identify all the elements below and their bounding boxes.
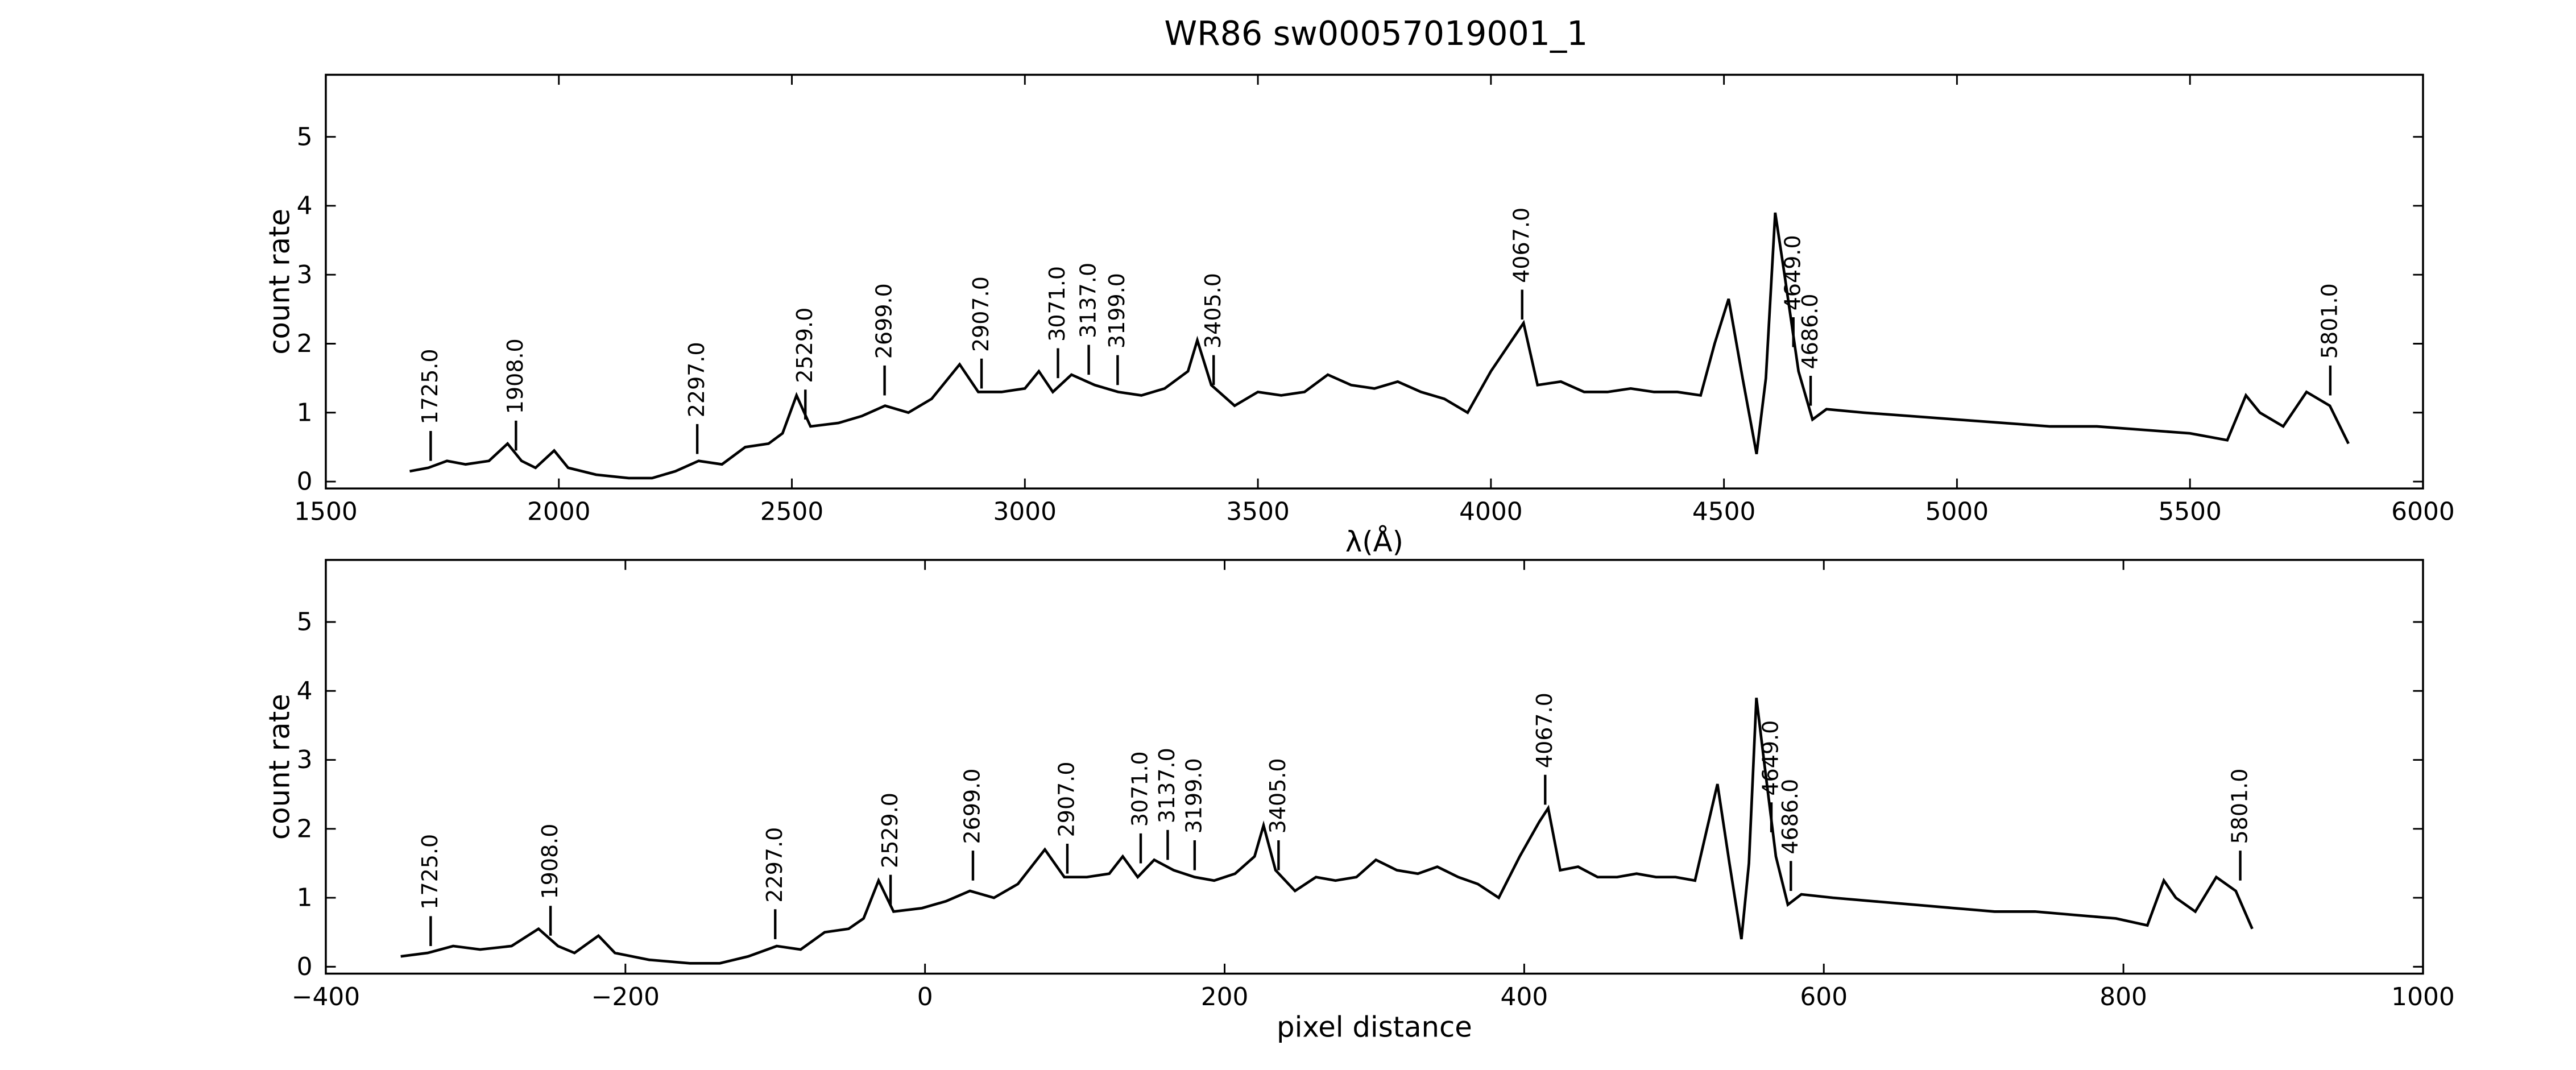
x-tick-label: 5500 xyxy=(2158,497,2222,526)
y-tick-label: 0 xyxy=(297,952,313,981)
x-tick-label: −400 xyxy=(292,982,360,1011)
y-tick-label: 1 xyxy=(297,884,313,913)
annotation-label: 4686.0 xyxy=(1798,293,1823,369)
axes-background xyxy=(325,74,2423,489)
x-tick-label: 3500 xyxy=(1226,497,1290,526)
x-tick-label: 6000 xyxy=(2391,497,2455,526)
annotation-label: 2529.0 xyxy=(877,793,902,868)
x-tick-label: 3000 xyxy=(993,497,1057,526)
x-tick-label: 600 xyxy=(1800,982,1848,1011)
x-tick-label: 2000 xyxy=(527,497,591,526)
y-tick-label: 4 xyxy=(297,192,313,221)
annotation-label: 1725.0 xyxy=(417,834,442,910)
x-tick-label: 200 xyxy=(1201,982,1249,1011)
annotation-label: 2297.0 xyxy=(762,827,787,903)
y-axis-label: count rate xyxy=(263,694,296,840)
annotation-label: 3137.0 xyxy=(1075,263,1100,338)
annotation-label: 3405.0 xyxy=(1265,758,1290,833)
axes-frame xyxy=(325,73,2424,490)
x-axis-label: pixel distance xyxy=(1277,1011,1472,1044)
spectrum-line xyxy=(409,212,2350,480)
y-tick-label: 2 xyxy=(297,814,313,843)
x-tick-label: 1500 xyxy=(294,497,358,526)
annotation-label: 3199.0 xyxy=(1104,273,1129,349)
annotation-label: 2699.0 xyxy=(960,769,985,844)
x-tick-label: 400 xyxy=(1501,982,1548,1011)
annotation-label: 2907.0 xyxy=(968,276,993,352)
x-tick-label: 2500 xyxy=(760,497,824,526)
y-tick-label: 0 xyxy=(297,467,313,496)
y-tick-label: 5 xyxy=(297,608,313,637)
annotation-label: 3199.0 xyxy=(1182,758,1207,833)
annotation-label: 2699.0 xyxy=(871,283,896,359)
annotation-label: 1908.0 xyxy=(503,338,528,414)
y-tick-label: 3 xyxy=(297,260,313,289)
annotation-label: 4649.0 xyxy=(1758,720,1783,796)
annotation-label: 4686.0 xyxy=(1778,779,1803,855)
annotation-label: 1908.0 xyxy=(537,824,562,899)
annotation-label: 3071.0 xyxy=(1045,266,1070,342)
axes-frame xyxy=(325,559,2424,975)
spectrum-line xyxy=(400,698,2254,965)
x-axis-label: λ(Å) xyxy=(1345,525,1403,558)
annotation-label: 3071.0 xyxy=(1128,751,1153,827)
axes-background xyxy=(325,559,2423,974)
y-tick-label: 4 xyxy=(297,677,313,706)
x-tick-label: 4500 xyxy=(1692,497,1756,526)
annotation-label: 3405.0 xyxy=(1200,273,1225,349)
y-tick-label: 5 xyxy=(297,122,313,151)
annotation-label: 2529.0 xyxy=(792,308,817,383)
y-tick-label: 2 xyxy=(297,329,313,358)
annotation-label: 2907.0 xyxy=(1054,761,1079,837)
annotation-label: 3137.0 xyxy=(1154,748,1179,823)
x-tick-label: 0 xyxy=(917,982,933,1011)
y-axis-label: count rate xyxy=(263,209,296,355)
annotation-label: 5801.0 xyxy=(2227,769,2252,844)
annotation-label: 4067.0 xyxy=(1532,692,1557,768)
annotation-label: 5801.0 xyxy=(2317,283,2342,359)
x-tick-label: 1000 xyxy=(2391,982,2455,1011)
y-tick-label: 3 xyxy=(297,745,313,774)
annotation-label: 2297.0 xyxy=(684,342,709,417)
x-tick-label: 4000 xyxy=(1459,497,1523,526)
y-tick-label: 1 xyxy=(297,398,313,427)
annotation-label: 1725.0 xyxy=(417,349,442,424)
x-tick-label: −200 xyxy=(591,982,660,1011)
x-tick-label: 800 xyxy=(2099,982,2147,1011)
x-tick-label: 5000 xyxy=(1925,497,1989,526)
figure-title: WR86 sw00057019001_1 xyxy=(1164,14,1588,53)
annotation-label: 4649.0 xyxy=(1780,235,1805,310)
annotation-label: 4067.0 xyxy=(1509,208,1534,283)
